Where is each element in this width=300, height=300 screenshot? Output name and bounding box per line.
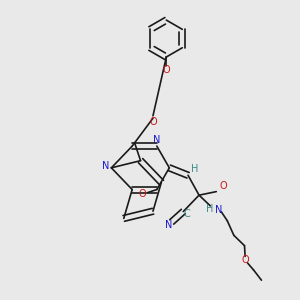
Text: C: C: [184, 209, 190, 220]
Text: O: O: [149, 117, 157, 127]
Text: N: N: [215, 205, 222, 215]
Text: N: N: [102, 161, 110, 171]
Text: H: H: [191, 164, 198, 174]
Text: O: O: [241, 255, 249, 265]
Text: O: O: [220, 181, 227, 191]
Text: N: N: [165, 220, 172, 230]
Text: N: N: [153, 135, 160, 145]
Text: O: O: [163, 65, 170, 75]
Text: H: H: [206, 204, 213, 214]
Text: O: O: [139, 189, 146, 199]
